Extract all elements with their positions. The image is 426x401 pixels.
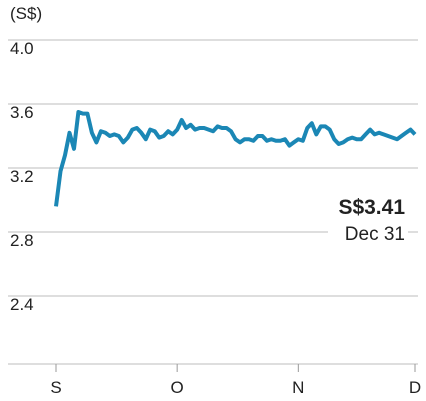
y-tick-label: 4.0 <box>10 39 34 58</box>
y-tick-label: 2.8 <box>10 231 34 250</box>
annotation-bg <box>328 220 408 244</box>
y-tick-label: 3.6 <box>10 103 34 122</box>
x-tick-label: D <box>409 378 421 397</box>
x-tick-label: O <box>171 378 184 397</box>
price-line <box>54 110 417 207</box>
x-tick-label: S <box>50 378 61 397</box>
annotation-value: S$3.41 <box>338 196 405 219</box>
y-axis-label: (S$) <box>10 4 42 23</box>
x-tick-label: N <box>292 378 304 397</box>
y-tick-label: 2.4 <box>10 295 34 314</box>
annotation-date: Dec 31 <box>345 224 405 245</box>
y-tick-label: 3.2 <box>10 167 34 186</box>
